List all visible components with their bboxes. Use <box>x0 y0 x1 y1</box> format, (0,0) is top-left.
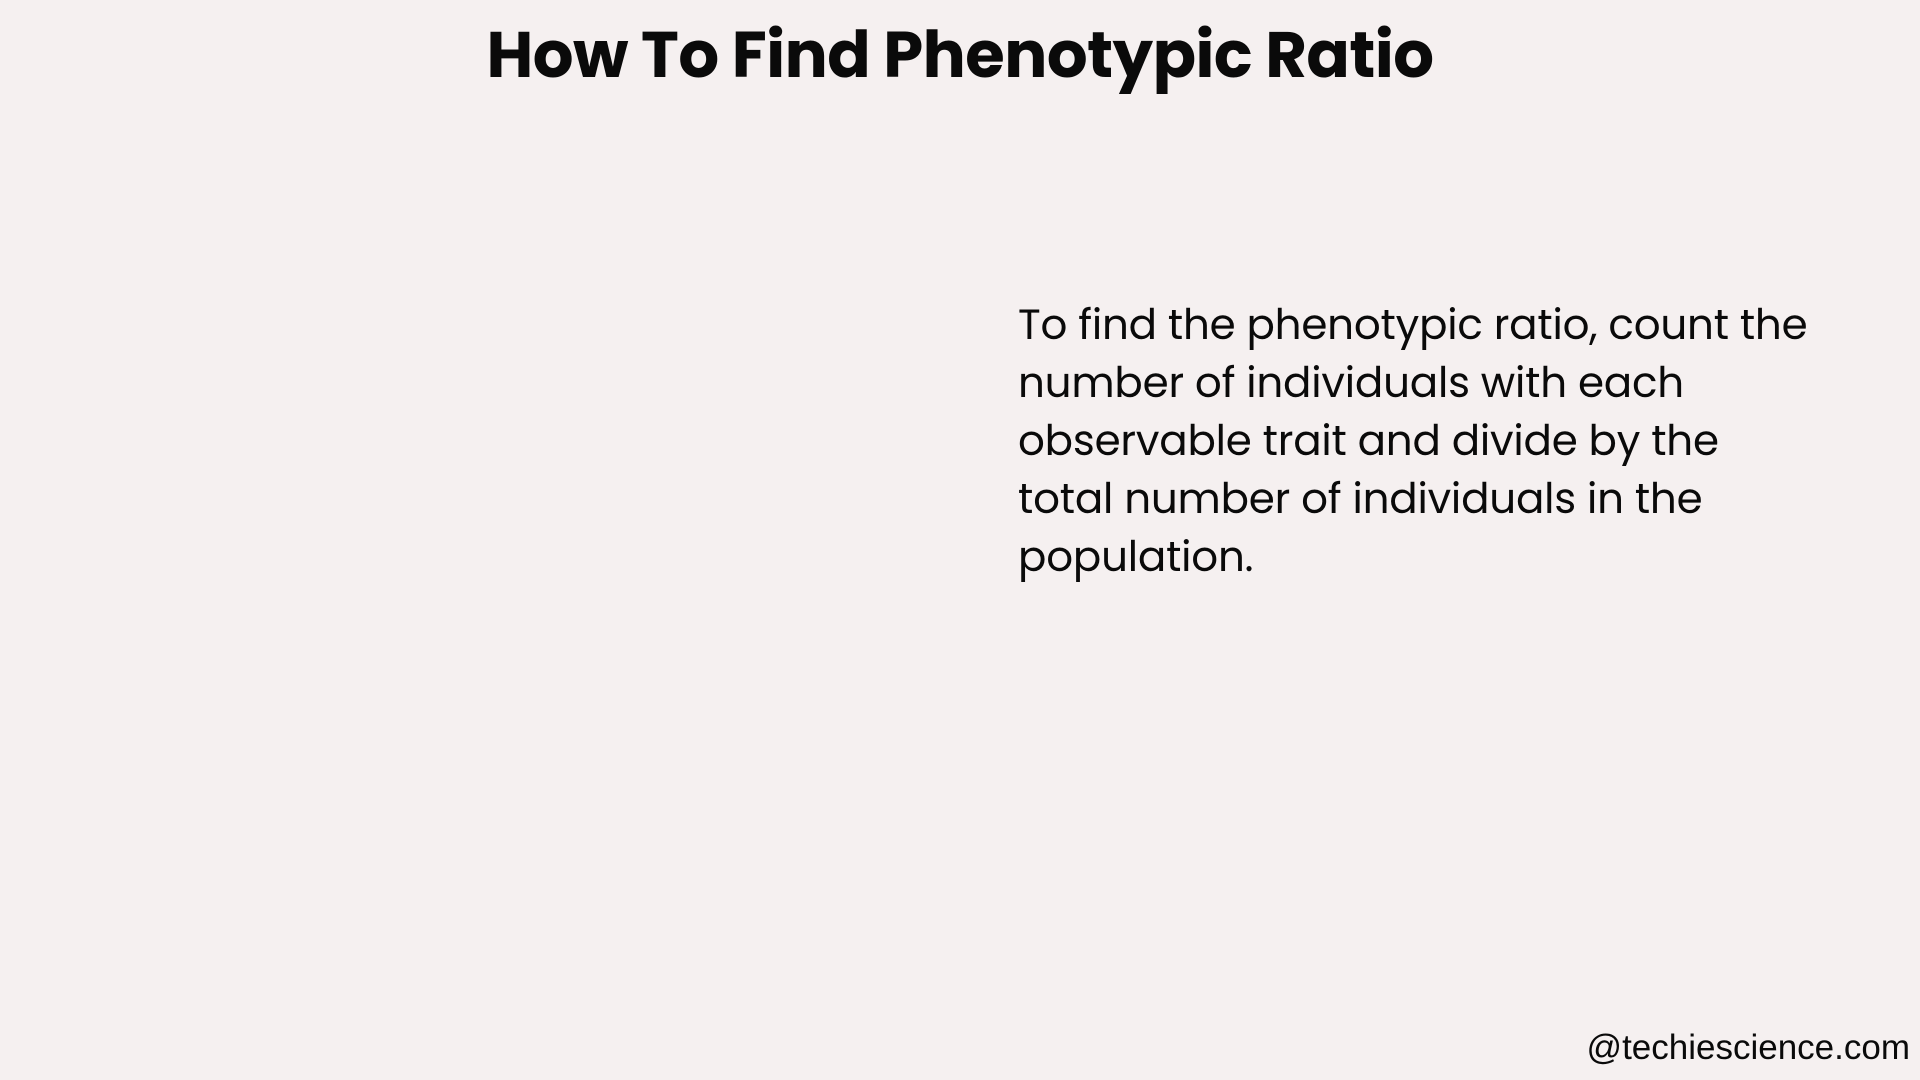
body-text: To find the phenotypic ratio, count the … <box>1018 296 1808 586</box>
attribution: @techiescience.com <box>1587 1028 1910 1068</box>
page-title: How To Find Phenotypic Ratio <box>0 8 1920 103</box>
